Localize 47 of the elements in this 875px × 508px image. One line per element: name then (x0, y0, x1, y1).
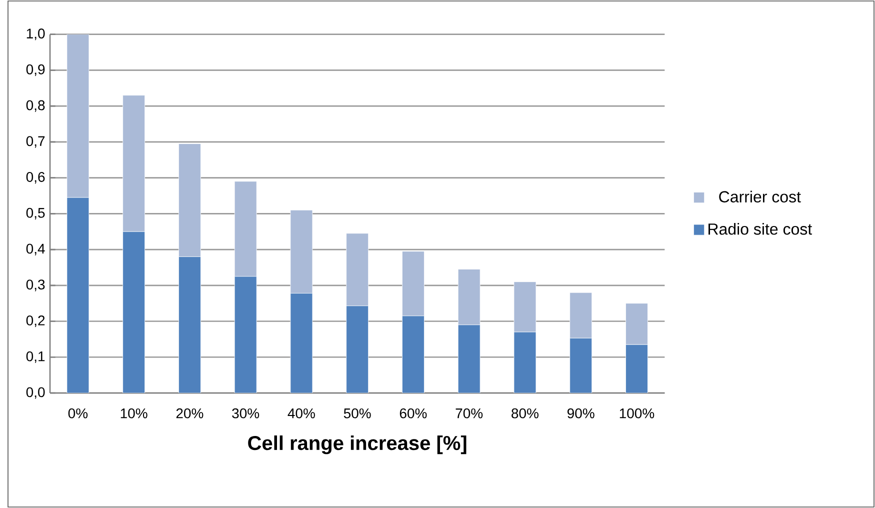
bar (402, 316, 424, 393)
y-tick-label: 0,3 (26, 280, 45, 292)
bar (570, 338, 592, 393)
bar (346, 306, 369, 393)
x-tick-label: 50% (344, 408, 371, 418)
x-tick-label: 100% (620, 408, 654, 418)
legend-label: Carrier cost (719, 190, 801, 202)
bar (290, 293, 313, 393)
bar (346, 233, 369, 306)
x-tick-label: 80% (512, 408, 538, 418)
y-tick-label: 0,7 (26, 136, 45, 148)
x-axis-title: Cell range increase [%] (248, 435, 466, 454)
y-tick-label: 0,4 (26, 244, 45, 256)
x-tick-label: 10% (120, 408, 148, 418)
bar (234, 181, 257, 277)
bar (626, 344, 648, 393)
bar (514, 332, 536, 393)
bar (626, 303, 648, 345)
y-tick-label: 0,5 (26, 208, 45, 220)
bar (514, 282, 536, 332)
y-tick-label: 0,1 (26, 351, 45, 363)
y-tick-label: 1,0 (26, 28, 45, 40)
legend-label: Radio site cost (708, 223, 812, 235)
bar (570, 292, 592, 338)
bar (234, 276, 257, 393)
x-tick-label: 60% (400, 408, 427, 418)
bar (458, 269, 480, 326)
bar (290, 210, 313, 294)
x-tick-label: 90% (567, 408, 594, 418)
x-tick-label: 0% (68, 408, 88, 418)
y-tick-label: 0,8 (26, 100, 45, 112)
bar (122, 95, 146, 232)
bar (178, 256, 201, 393)
bar (402, 251, 424, 316)
y-tick-label: 0,9 (26, 64, 45, 76)
x-tick-label: 40% (288, 408, 315, 418)
bar (66, 34, 90, 198)
bar (178, 144, 201, 257)
bar (122, 231, 146, 393)
y-tick-label: 0,0 (26, 387, 45, 399)
x-tick-label: 20% (176, 408, 204, 418)
y-tick-label: 0,6 (26, 172, 45, 184)
x-tick-label: 70% (456, 408, 483, 418)
bar (66, 197, 90, 393)
x-tick-label: 30% (232, 408, 260, 418)
y-tick-label: 0,2 (26, 315, 45, 328)
bar (458, 324, 480, 393)
